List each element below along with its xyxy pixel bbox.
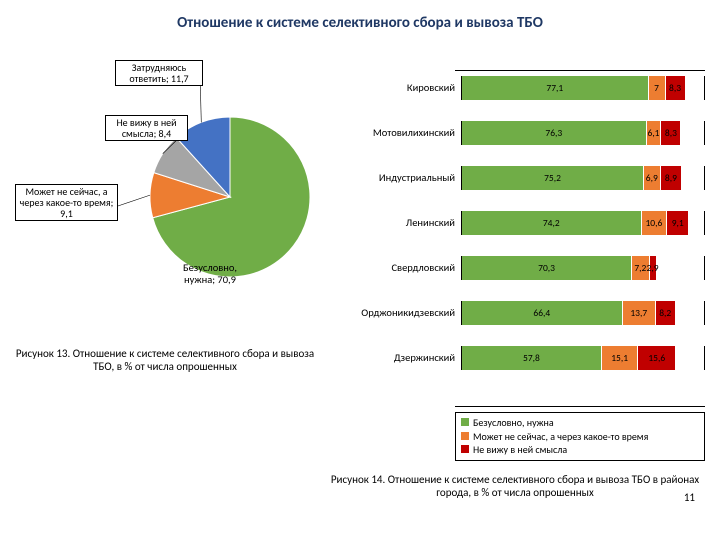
bar-category-label: Орджоникидзевский <box>340 307 461 319</box>
bar-row: Орджоникидзевский66,413,78,2 <box>340 297 705 329</box>
bar-segment: 10,6 <box>642 211 668 235</box>
bar-segment: 2,9 <box>650 256 657 280</box>
bar-chart: Кировский77,178,3Мотовилихинский76,36,18… <box>340 72 705 387</box>
bar-segment: 77,1 <box>462 76 649 100</box>
pie-caption: Рисунок 13. Отношение к системе селектив… <box>15 347 315 373</box>
bar-category-label: Свердловский <box>340 262 461 274</box>
bar-row: Индустриальный75,26,98,9 <box>340 162 705 194</box>
bar-row: Ленинский74,210,69,1 <box>340 207 705 239</box>
pie-label-yes: Безусловно, нужна; 70,9 <box>170 262 250 285</box>
bar-segment: 6,1 <box>647 121 662 145</box>
legend-item: Не вижу в ней смысла <box>461 443 699 457</box>
legend-label: Может не сейчас, а через какое-то время <box>473 430 648 444</box>
page-number: 11 <box>684 491 695 504</box>
bar-segment: 8,9 <box>661 166 683 190</box>
pie-label-hard: Затрудняюсь ответить; 11,7 <box>115 60 203 86</box>
legend-swatch <box>461 432 469 440</box>
bar-track: 76,36,18,3 <box>461 121 705 145</box>
legend-item: Безусловно, нужна <box>461 416 699 430</box>
pie-label-nosense: Не вижу в ней смысла; 8,4 <box>105 115 188 141</box>
bar-segment: 15,1 <box>602 346 639 370</box>
bar-row: Свердловский70,37,22,9 <box>340 252 705 284</box>
legend-item: Может не сейчас, а через какое-то время <box>461 430 699 444</box>
bar-track: 77,178,3 <box>461 76 705 100</box>
bar-category-label: Мотовилихинский <box>340 127 461 139</box>
pie-chart: Затрудняюсь ответить; 11,7 Не вижу в ней… <box>15 72 335 332</box>
legend-label: Не вижу в ней смысла <box>473 443 567 457</box>
page-title: Отношение к системе селективного сбора и… <box>0 0 720 32</box>
bar-segment: 76,3 <box>462 121 647 145</box>
bar-segment: 74,2 <box>462 211 642 235</box>
bar-segment: 8,2 <box>656 301 676 325</box>
legend-swatch <box>461 445 469 453</box>
bar-caption: Рисунок 14. Отношение к системе селектив… <box>320 474 710 499</box>
bar-track: 70,37,22,9 <box>461 256 705 280</box>
pie-label-later: Может не сейчас, а через какое-то время;… <box>15 184 118 221</box>
bar-segment: 13,7 <box>623 301 656 325</box>
bar-segment: 8,3 <box>666 76 686 100</box>
bar-row: Кировский77,178,3 <box>340 72 705 104</box>
bar-row: Мотовилихинский76,36,18,3 <box>340 117 705 149</box>
bar-segment: 75,2 <box>462 166 644 190</box>
bar-track: 75,26,98,9 <box>461 166 705 190</box>
bar-segment: 7 <box>649 76 666 100</box>
bar-segment: 57,8 <box>462 346 602 370</box>
bar-segment: 9,1 <box>667 211 689 235</box>
bar-category-label: Ленинский <box>340 217 461 229</box>
bar-segment: 70,3 <box>462 256 632 280</box>
bar-category-label: Кировский <box>340 82 461 94</box>
legend-swatch <box>461 418 469 426</box>
legend-label: Безусловно, нужна <box>473 416 554 430</box>
bar-category-label: Дзержинский <box>340 352 461 364</box>
bar-track: 57,815,115,6 <box>461 346 705 370</box>
bar-segment: 6,9 <box>644 166 661 190</box>
bar-segment: 15,6 <box>638 346 676 370</box>
bar-legend: Безусловно, нужнаМожет не сейчас, а чере… <box>455 412 705 461</box>
bar-segment: 66,4 <box>462 301 623 325</box>
content: Затрудняюсь ответить; 11,7 Не вижу в ней… <box>0 32 720 512</box>
bar-track: 74,210,69,1 <box>461 211 705 235</box>
bar-segment: 8,3 <box>661 121 681 145</box>
bar-track: 66,413,78,2 <box>461 301 705 325</box>
bar-row: Дзержинский57,815,115,6 <box>340 342 705 374</box>
bar-category-label: Индустриальный <box>340 172 461 184</box>
